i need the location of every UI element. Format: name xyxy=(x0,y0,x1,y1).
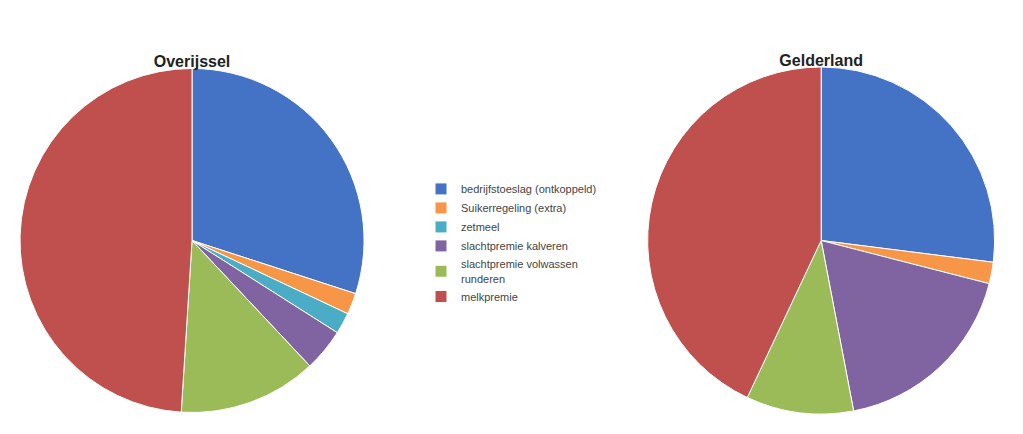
svg-text:Overijssel: Overijssel xyxy=(154,53,231,70)
svg-text:Suikerregeling (extra): Suikerregeling (extra) xyxy=(461,202,566,214)
svg-text:Gelderland: Gelderland xyxy=(779,52,863,69)
svg-text:melkpremie: melkpremie xyxy=(461,291,518,303)
svg-text:bedrijfstoeslag (ontkoppeld): bedrijfstoeslag (ontkoppeld) xyxy=(461,183,596,195)
svg-text:zetmeel: zetmeel xyxy=(461,221,500,233)
svg-text:slachtpremie kalveren: slachtpremie kalveren xyxy=(461,240,568,252)
svg-text:slachtpremie volwassenrunderen: slachtpremie volwassenrunderen xyxy=(461,258,578,284)
